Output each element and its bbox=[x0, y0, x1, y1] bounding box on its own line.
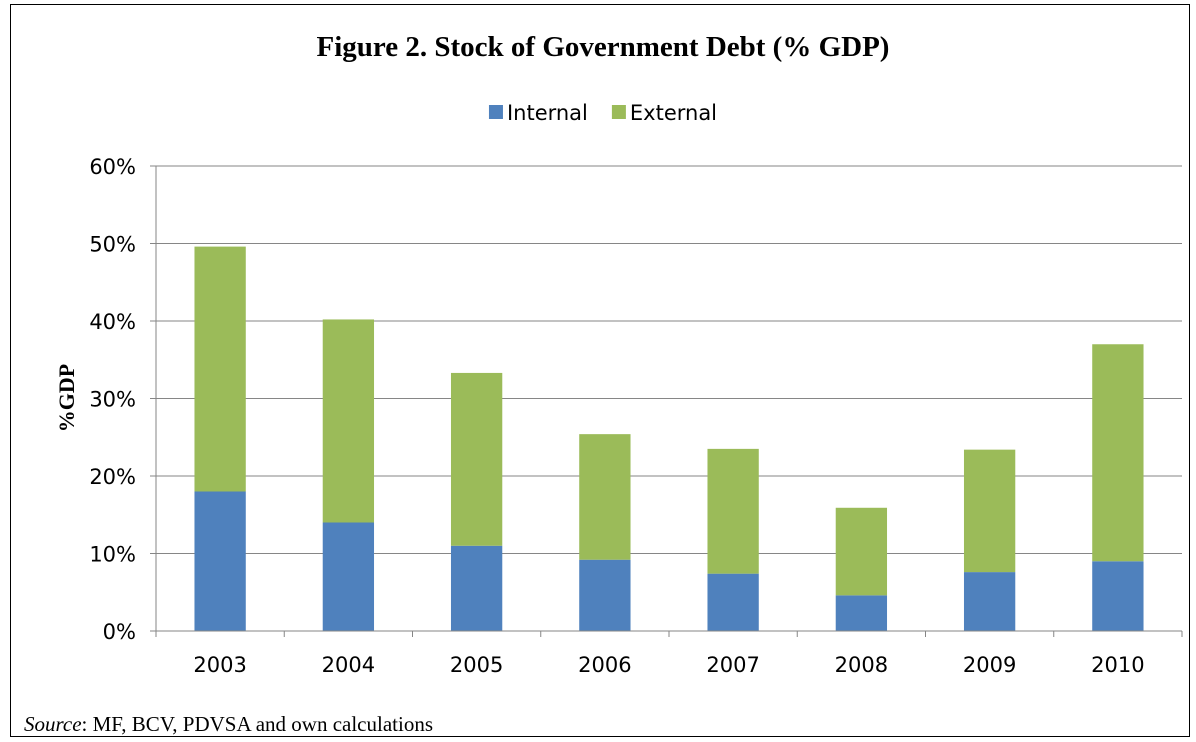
y-tick-label: 10% bbox=[89, 543, 136, 567]
bars bbox=[194, 246, 1144, 631]
bar-external-2007 bbox=[707, 448, 759, 574]
source-text: : MF, BCV, PDVSA and own calculations bbox=[82, 712, 433, 736]
x-tick-label: 2006 bbox=[578, 653, 631, 677]
bar-external-2006 bbox=[579, 434, 631, 560]
y-tick-label: 50% bbox=[89, 233, 136, 257]
y-tick-label: 20% bbox=[89, 465, 136, 489]
legend-swatch-internal bbox=[488, 105, 503, 119]
bar-internal-2009 bbox=[963, 572, 1016, 631]
x-tick-label: 2004 bbox=[322, 653, 375, 677]
x-tick-label: 2005 bbox=[450, 653, 503, 677]
bar-external-2004 bbox=[322, 319, 375, 523]
y-axis-label: %GDP bbox=[54, 364, 79, 432]
x-tick-label: 2007 bbox=[706, 653, 759, 677]
gridlines bbox=[156, 165, 1182, 554]
legend: Internal External bbox=[488, 101, 717, 125]
legend-swatch-external bbox=[611, 105, 626, 119]
legend-label-external: External bbox=[630, 101, 717, 125]
x-tick-label: 2009 bbox=[963, 653, 1016, 677]
x-tick-label: 2003 bbox=[193, 653, 246, 677]
y-axis: 0% 10% 20% 30% 40% 50% 60% bbox=[89, 155, 157, 644]
source-note: Source: MF, BCV, PDVSA and own calculati… bbox=[24, 712, 433, 736]
x-axis: 2003 2004 2005 2006 2007 2008 2009 2010 bbox=[155, 630, 1183, 677]
y-tick-label: 60% bbox=[89, 155, 136, 179]
bar-external-2008 bbox=[835, 507, 888, 596]
legend-label-internal: Internal bbox=[507, 101, 588, 125]
bar-external-2009 bbox=[963, 449, 1016, 573]
bar-external-2010 bbox=[1092, 344, 1144, 562]
bar-external-2003 bbox=[194, 246, 246, 492]
bar-internal-2007 bbox=[707, 573, 759, 631]
chart-title: Figure 2. Stock of Government Debt (% GD… bbox=[317, 31, 890, 63]
bar-internal-2003 bbox=[194, 491, 246, 631]
bar-internal-2004 bbox=[322, 522, 375, 631]
x-tick-label: 2010 bbox=[1091, 653, 1144, 677]
y-tick-label: 40% bbox=[89, 310, 136, 334]
source-prefix: Source bbox=[24, 712, 82, 736]
x-tick-label: 2008 bbox=[835, 653, 888, 677]
bar-internal-2005 bbox=[450, 545, 503, 631]
bar-external-2005 bbox=[450, 372, 503, 546]
y-tick-label: 0% bbox=[103, 620, 136, 644]
bar-internal-2008 bbox=[835, 595, 888, 631]
bar-internal-2006 bbox=[579, 559, 631, 631]
bar-internal-2010 bbox=[1092, 561, 1144, 631]
y-tick-label: 30% bbox=[89, 388, 136, 412]
